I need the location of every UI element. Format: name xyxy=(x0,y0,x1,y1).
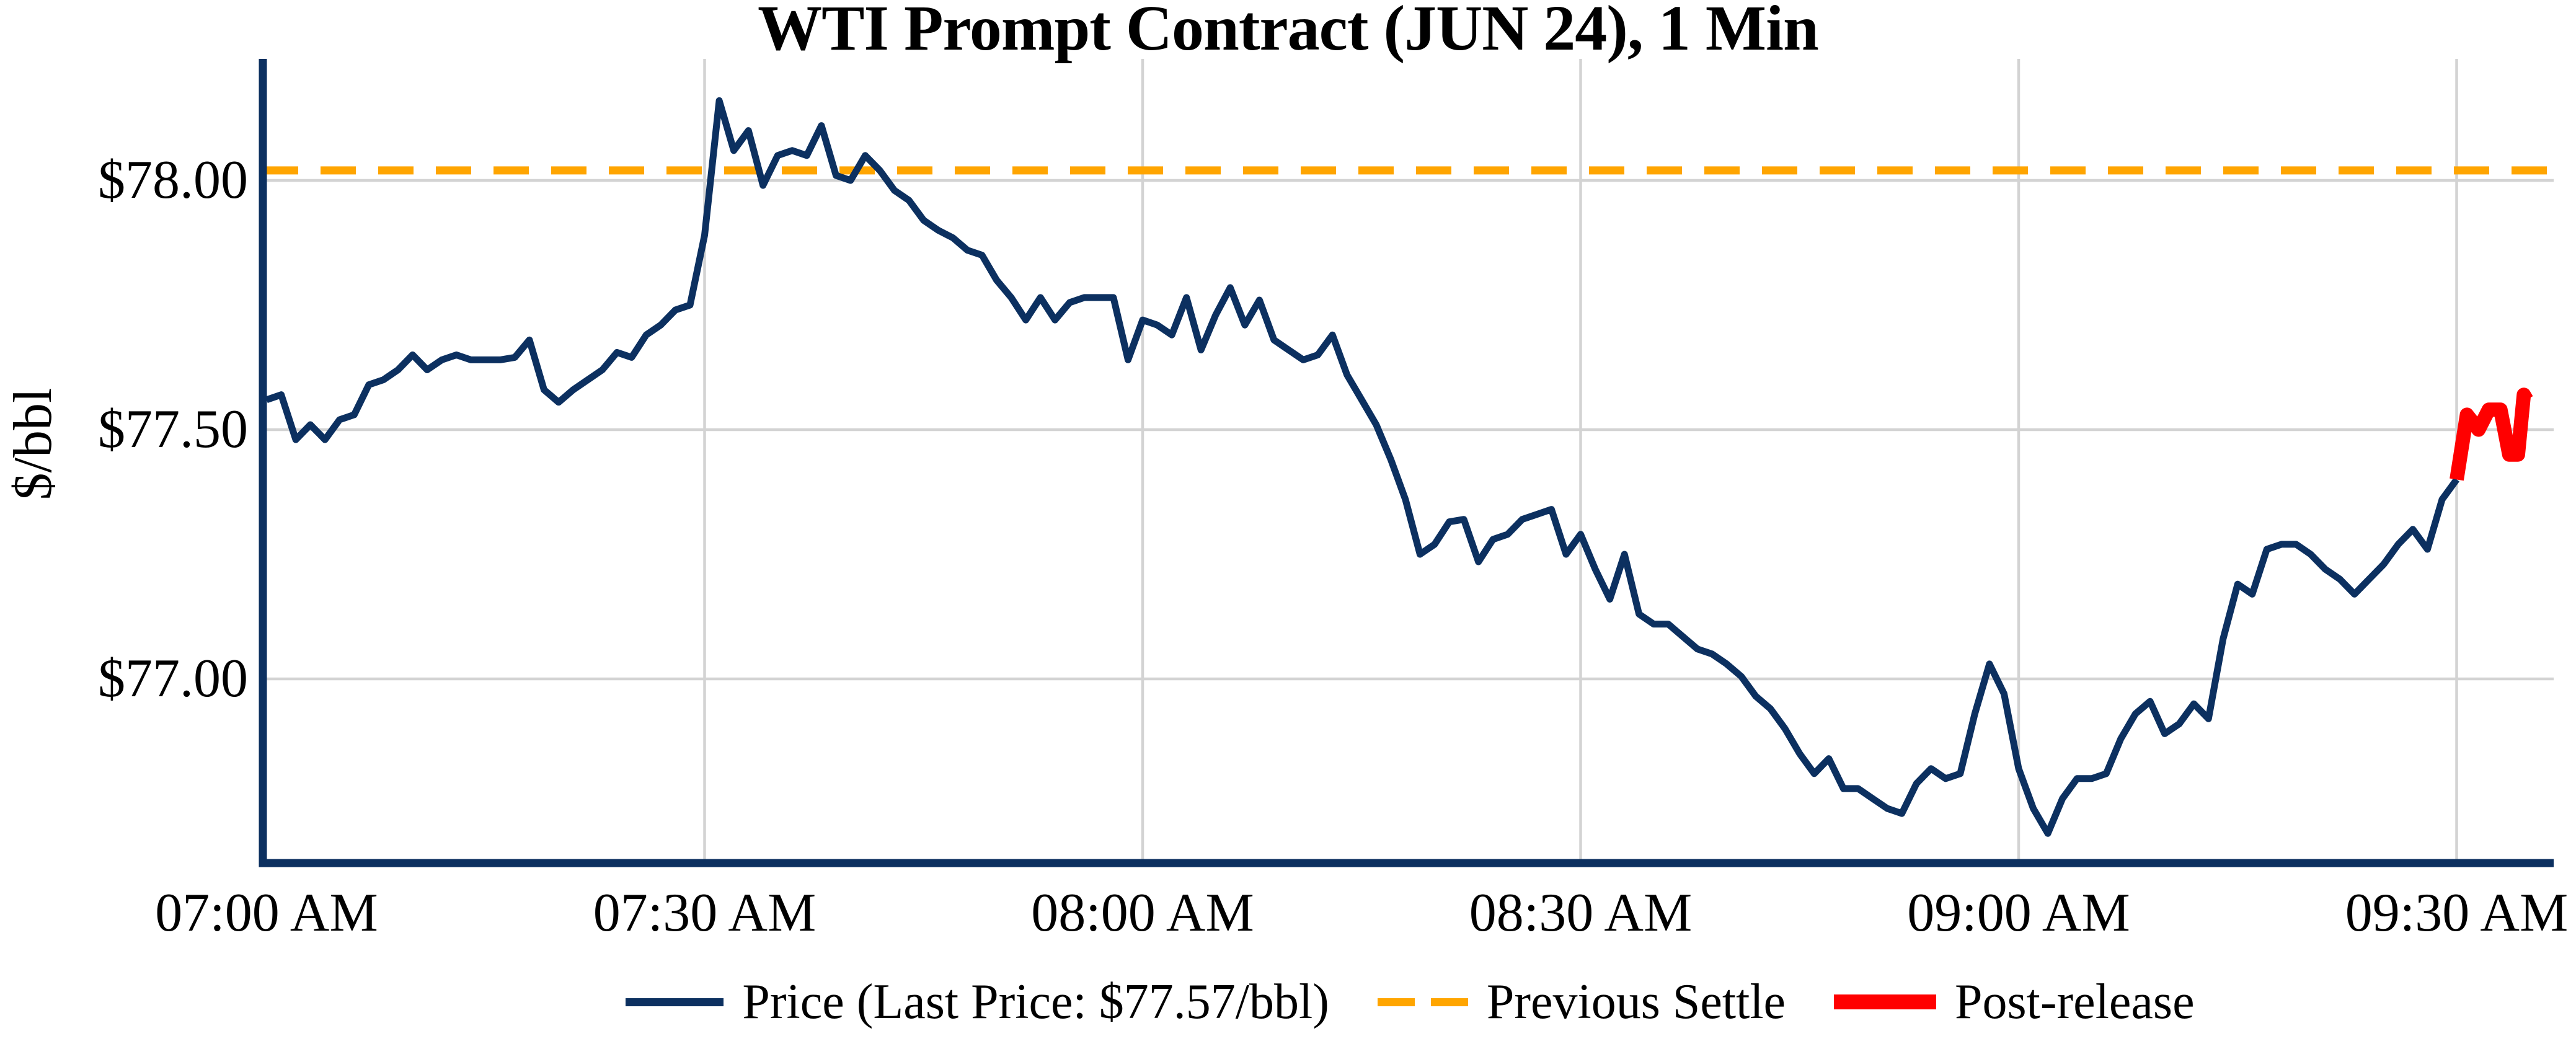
legend-label: Previous Settle xyxy=(1486,975,1786,1029)
chart-title: WTI Prompt Contract (JUN 24), 1 Min xyxy=(758,0,1819,64)
legend-item: Price (Last Price: $77.57/bbl) xyxy=(626,977,1329,1027)
x-tick-label: 08:30 AM xyxy=(1469,883,1693,943)
y-tick-label: $77.50 xyxy=(98,399,248,459)
legend-thick-line-swatch xyxy=(1834,994,1937,1009)
y-tick-label: $78.00 xyxy=(98,150,248,210)
legend-label: Post-release xyxy=(1955,975,2195,1029)
x-tick-label: 08:00 AM xyxy=(1031,883,1254,943)
legend: Price (Last Price: $77.57/bbl) Previous S… xyxy=(267,965,2554,1039)
y-tick-label: $77.00 xyxy=(98,649,248,709)
legend-dashed-line-swatch xyxy=(1377,998,1468,1006)
legend-label: Price (Last Price: $77.57/bbl) xyxy=(742,975,1329,1029)
x-tick-label: 09:30 AM xyxy=(2345,883,2569,943)
legend-item: Post-release xyxy=(1834,977,2195,1027)
x-tick-label: 07:00 AM xyxy=(155,883,378,943)
post-release-line xyxy=(2450,388,2533,481)
price-line xyxy=(265,97,2459,837)
legend-line-swatch xyxy=(626,998,724,1006)
x-tick-label: 09:00 AM xyxy=(1907,883,2130,943)
legend-item: Previous Settle xyxy=(1377,975,1786,1029)
x-tick-label: 07:30 AM xyxy=(593,883,817,943)
